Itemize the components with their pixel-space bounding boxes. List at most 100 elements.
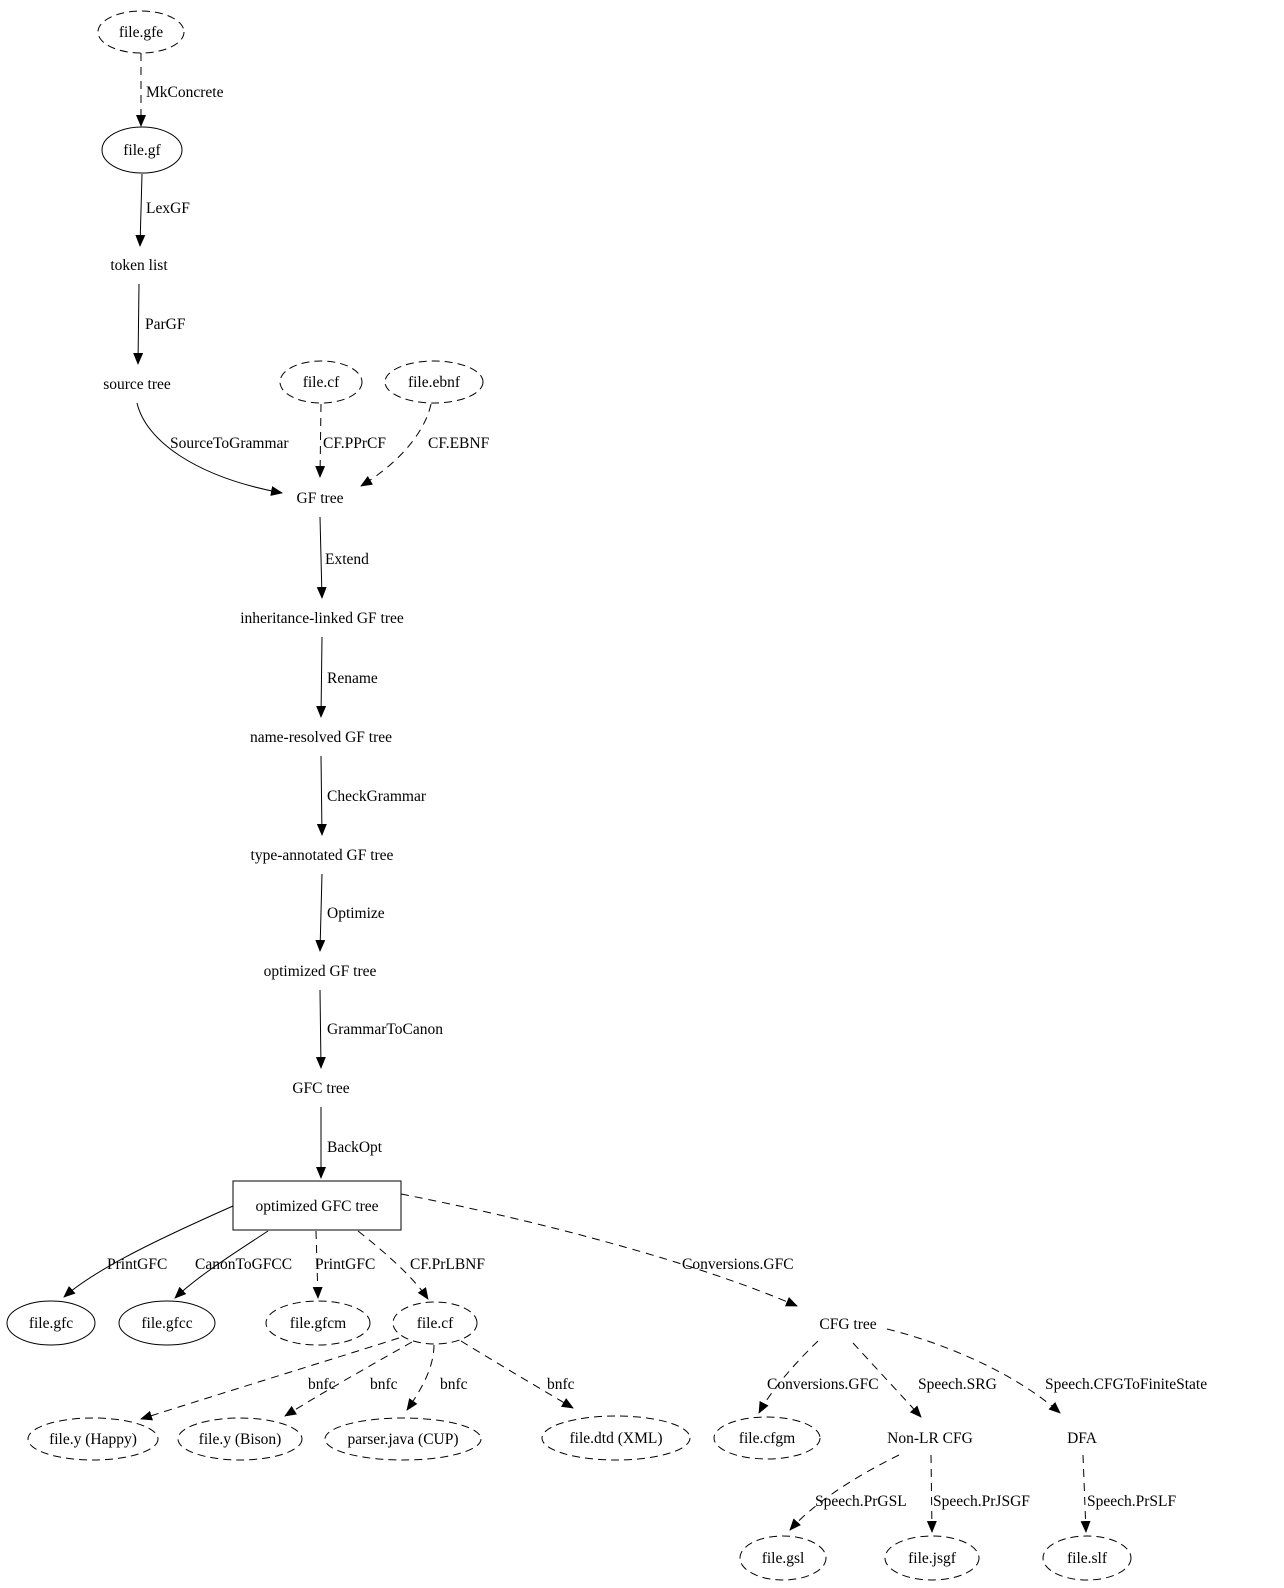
edge-extend	[316, 516, 327, 599]
edge-speech-cfgtofinitestate	[886, 1328, 1061, 1414]
node-file-y-bison: file.y (Bison)	[177, 1417, 303, 1461]
edge-pargf	[133, 283, 144, 365]
node-label: parser.java (CUP)	[347, 1431, 458, 1448]
node-shape	[324, 1417, 482, 1461]
edge-label: Extend	[325, 551, 369, 568]
node-file-ebnf: file.ebnf	[384, 360, 484, 404]
edge-label: Optimize	[327, 905, 385, 922]
node-label: optimized GFC tree	[255, 1198, 378, 1215]
edge-label: Speech.CFGToFiniteState	[1045, 1376, 1207, 1393]
node-optimized-gf-tree: optimized GF tree	[264, 963, 377, 980]
node-gfc-tree: GFC tree	[292, 1080, 349, 1097]
node-shape	[541, 1415, 691, 1461]
node-label: DFA	[1067, 1430, 1098, 1447]
edge-label: PrintGFC	[107, 1256, 167, 1273]
node-label: file.ebnf	[408, 374, 461, 391]
node-file-gfc: file.gfc	[6, 1300, 96, 1346]
edge-bnfc-happy	[140, 1337, 400, 1421]
node-shape	[265, 1300, 371, 1346]
node-label: Non-LR CFG	[887, 1430, 973, 1447]
edge-label: CanonToGFCC	[195, 1256, 292, 1273]
edge-sourcetogrammar	[136, 402, 283, 496]
edge-label: CheckGrammar	[327, 788, 427, 805]
node-shape	[232, 1180, 402, 1231]
node-token-list: token list	[110, 257, 168, 274]
edge-speech-srg	[852, 1342, 922, 1418]
edge-label: bnfc	[308, 1376, 336, 1393]
node-label: name-resolved GF tree	[250, 729, 392, 746]
node-gf-tree: GF tree	[297, 490, 344, 507]
node-file-gf: file.gf	[101, 126, 183, 174]
node-label: GFC tree	[292, 1080, 349, 1097]
node-shape	[118, 1300, 216, 1346]
node-shape	[392, 1301, 478, 1345]
edge-label: Speech.SRG	[918, 1376, 997, 1393]
edge-label: CF.EBNF	[428, 435, 490, 452]
edge-label: Conversions.GFC	[682, 1256, 794, 1273]
node-label: file.gfe	[119, 24, 163, 41]
edge-optimize	[315, 873, 326, 952]
node-label: source tree	[103, 376, 171, 393]
node-label: file.gfcm	[290, 1315, 346, 1332]
node-cfg-tree: CFG tree	[819, 1316, 876, 1333]
edge-canontogfcc	[174, 1230, 269, 1299]
node-shape	[27, 1417, 159, 1461]
edge-conversions-gfc-cfgtree	[400, 1193, 798, 1307]
edge-bnfc-cup	[406, 1344, 435, 1411]
edge-label: Speech.PrSLF	[1087, 1493, 1177, 1510]
edge-label: BackOpt	[327, 1139, 383, 1156]
node-file-gfcm: file.gfcm	[265, 1300, 371, 1346]
edge-label: LexGF	[146, 200, 190, 217]
node-shape	[384, 360, 484, 404]
node-label: CFG tree	[819, 1316, 876, 1333]
node-label: file.cfgm	[739, 1430, 795, 1447]
edge-labels: MkConcrete LexGF ParGF SourceToGrammar C…	[107, 84, 1207, 1510]
node-label: file.y (Bison)	[199, 1431, 282, 1448]
node-file-gsl: file.gsl	[739, 1535, 827, 1581]
node-file-cf-top: file.cf	[279, 360, 363, 404]
node-shape	[177, 1417, 303, 1461]
node-label: file.cf	[417, 1315, 454, 1332]
edge-conversions-gfc-cfgm	[758, 1340, 819, 1414]
node-label: file.cf	[303, 374, 340, 391]
edge-label: SourceToGrammar	[170, 435, 289, 452]
node-file-cf-bottom: file.cf	[392, 1301, 478, 1345]
node-label: file.jsgf	[908, 1550, 957, 1567]
node-shape	[739, 1535, 827, 1581]
node-optimized-gfc-tree: optimized GFC tree	[232, 1180, 402, 1231]
node-shape	[884, 1535, 980, 1581]
edge-bnfc-bison	[284, 1341, 413, 1417]
node-label: file.gfc	[29, 1315, 73, 1332]
node-label: optimized GF tree	[264, 963, 377, 980]
node-file-jsgf: file.jsgf	[884, 1535, 980, 1581]
node-shape	[101, 126, 183, 174]
edge-label: CF.PPrCF	[323, 435, 386, 452]
node-label: file.gsl	[762, 1550, 805, 1567]
edge-label: PrintGFC	[315, 1256, 375, 1273]
edge-speech-prgsl	[789, 1454, 900, 1531]
node-non-lr-cfg: Non-LR CFG	[887, 1430, 973, 1447]
edge-label: bnfc	[370, 1376, 398, 1393]
edge-grammartocanon	[315, 989, 326, 1069]
node-label: file.dtd (XML)	[570, 1430, 663, 1447]
node-dfa: DFA	[1067, 1430, 1098, 1447]
edge-speech-prjsgf	[926, 1454, 937, 1533]
edge-printgfc-gfc	[63, 1205, 234, 1298]
edge-label: GrammarToCanon	[327, 1021, 443, 1038]
node-file-y-happy: file.y (Happy)	[27, 1417, 159, 1461]
edges	[63, 53, 1091, 1533]
node-shape	[97, 10, 185, 54]
edge-label: Speech.PrGSL	[815, 1493, 907, 1510]
node-name-resolved-gf-tree: name-resolved GF tree	[250, 729, 392, 746]
edge-cf-pprcf	[315, 403, 326, 478]
node-label: type-annotated GF tree	[251, 847, 394, 864]
node-shape	[713, 1416, 821, 1460]
node-shape	[279, 360, 363, 404]
edge-checkgrammar	[316, 755, 327, 836]
edge-lexgf	[135, 173, 146, 247]
node-label: inheritance-linked GF tree	[240, 610, 404, 627]
node-shape	[1042, 1535, 1132, 1581]
node-label: GF tree	[297, 490, 344, 507]
